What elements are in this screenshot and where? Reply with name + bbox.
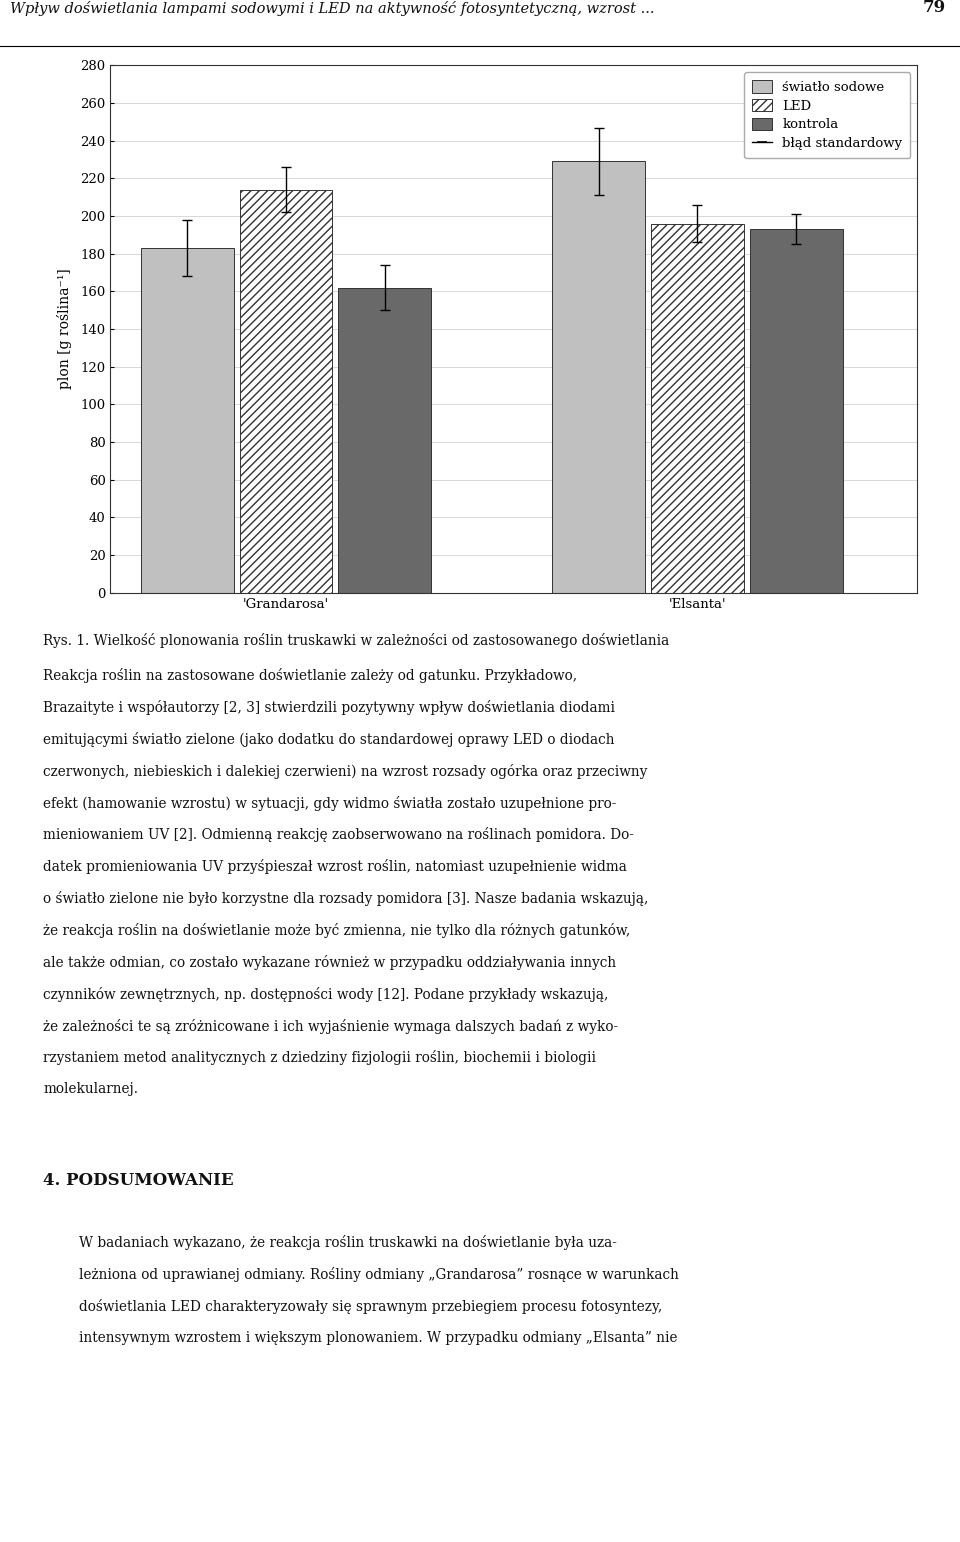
Text: Reakcja roślin na zastosowane doświetlanie zależy od gatunku. Przykładowo,: Reakcja roślin na zastosowane doświetlan… [43,668,577,683]
Text: czerwonych, niebieskich i dalekiej czerwieni) na wzrost rozsady ogórka oraz prze: czerwonych, niebieskich i dalekiej czerw… [43,763,648,779]
Text: o światło zielone nie było korzystne dla rozsady pomidora [3]. Nasze badania wsk: o światło zielone nie było korzystne dla… [43,891,649,907]
Bar [750,230,843,592]
Text: ale także odmian, co zostało wykazane również w przypadku oddziaływania innych: ale także odmian, co zostało wykazane ró… [43,954,616,970]
Bar [338,288,431,592]
Text: Brazaityte i współautorzy [2, 3] stwierdzili pozytywny wpływ doświetlania diodam: Brazaityte i współautorzy [2, 3] stwierd… [43,700,615,715]
Text: efekt (hamowanie wzrostu) w sytuacji, gdy widmo światła zostało uzupełnione pro-: efekt (hamowanie wzrostu) w sytuacji, gd… [43,796,616,811]
Text: intensywnym wzrostem i większym plonowaniem. W przypadku odmiany „Elsanta” nie: intensywnym wzrostem i większym plonowan… [79,1331,677,1345]
Text: datek promieniowania UV przyśpieszał wzrost roślin, natomiast uzupełnienie widma: datek promieniowania UV przyśpieszał wzr… [43,859,627,874]
Text: Rys. 1. Wielkość plonowania roślin truskawki w zależności od zastosowanego doświ: Rys. 1. Wielkość plonowania roślin trusk… [43,634,669,648]
Y-axis label: plon [g roślina⁻¹]: plon [g roślina⁻¹] [57,268,72,390]
Text: W badaniach wykazano, że reakcja roślin truskawki na doświetlanie była uza-: W badaniach wykazano, że reakcja roślin … [79,1235,616,1251]
Text: doświetlania LED charakteryzowały się sprawnym przebiegiem procesu fotosyntezy,: doświetlania LED charakteryzowały się sp… [79,1298,662,1314]
Legend: światło sodowe, LED, kontrola, błąd standardowy: światło sodowe, LED, kontrola, błąd stan… [744,72,910,159]
Bar [552,162,645,592]
Text: 4. PODSUMOWANIE: 4. PODSUMOWANIE [43,1172,234,1189]
Text: molekularnej.: molekularnej. [43,1082,138,1096]
Text: leżniona od uprawianej odmiany. Rośliny odmiany „Grandarosa” rosnące w warunkach: leżniona od uprawianej odmiany. Rośliny … [79,1268,679,1281]
Bar [141,248,233,592]
Bar [240,190,332,592]
Text: 79: 79 [923,0,946,15]
Bar [651,224,744,592]
Text: czynników zewnętrznych, np. dostępności wody [12]. Podane przykłady wskazują,: czynników zewnętrznych, np. dostępności … [43,987,609,1002]
Text: że zależności te są zróżnicowane i ich wyjaśnienie wymaga dalszych badań z wyko-: że zależności te są zróżnicowane i ich w… [43,1019,618,1033]
Text: Wpływ doświetlania lampami sodowymi i LED na aktywność fotosyntetyczną, wzrost .: Wpływ doświetlania lampami sodowymi i LE… [10,2,654,15]
Text: rzystaniem metod analitycznych z dziedziny fizjologii roślin, biochemii i biolog: rzystaniem metod analitycznych z dziedzi… [43,1050,596,1066]
Text: mieniowaniem UV [2]. Odmienną reakcję zaobserwowano na roślinach pomidora. Do-: mieniowaniem UV [2]. Odmienną reakcję za… [43,828,634,842]
Text: że reakcja roślin na doświetlanie może być zmienna, nie tylko dla różnych gatunk: że reakcja roślin na doświetlanie może b… [43,924,631,938]
Text: emitującymi światło zielone (jako dodatku do standardowej oprawy LED o diodach: emitującymi światło zielone (jako dodatk… [43,732,614,746]
